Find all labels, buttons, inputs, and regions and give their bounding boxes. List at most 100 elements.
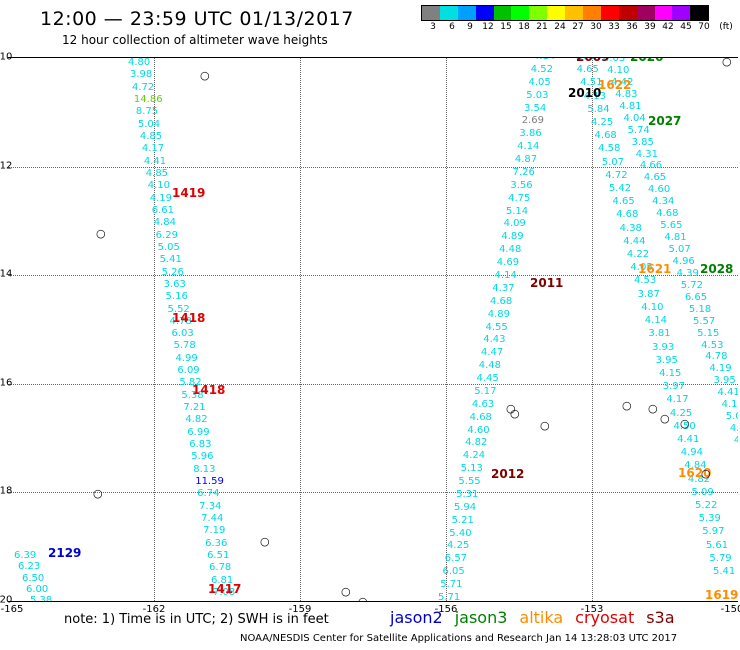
- swh-observation: 4.41: [677, 433, 700, 445]
- swh-observation: 5.61: [705, 539, 729, 551]
- pass-label: 2012: [491, 467, 525, 481]
- island-outline: ○: [510, 407, 520, 420]
- legend-swatch: [493, 6, 512, 20]
- legend-swatch: [547, 6, 566, 20]
- longitude-label: -150: [720, 604, 740, 615]
- swh-observation: 4.82: [687, 473, 711, 485]
- legend-swatch: [511, 6, 530, 20]
- swh-observation: 4.45: [476, 373, 499, 385]
- legend-swatch: [529, 6, 548, 20]
- swh-observation: 4.50: [673, 420, 696, 432]
- legend-swatch: [457, 6, 476, 20]
- legend-swatch: [690, 6, 709, 20]
- swh-observation: 4.62: [573, 58, 595, 62]
- satellite-jason3: jason3: [454, 608, 508, 627]
- swh-observation: 6.05: [442, 566, 465, 578]
- island-outline: ○: [200, 69, 210, 82]
- swh-observation: 5.52: [167, 303, 190, 315]
- swh-observation: 4.81: [619, 100, 642, 112]
- swh-observation: 5.94: [453, 501, 477, 513]
- swh-observation: 7.44: [201, 513, 224, 525]
- legend-swatch: [636, 6, 655, 20]
- swh-observation: 4.13: [583, 90, 607, 102]
- swh-observation: 7.21: [183, 402, 206, 414]
- swh-observation: 5.07: [668, 244, 691, 256]
- pass-label: 1619: [705, 588, 738, 602]
- swh-observation: 5.07: [601, 156, 624, 168]
- swh-observation: 6.00: [26, 583, 49, 595]
- swh-observation: 7.19: [203, 525, 226, 537]
- swh-observation: 4.19: [709, 363, 732, 375]
- legend-label: 18: [518, 22, 530, 32]
- swh-observation: 4.96: [672, 255, 695, 267]
- swh-observation: 5.26: [161, 266, 184, 278]
- swh-observation: 4.68: [616, 209, 639, 221]
- longitude-label: -159: [288, 604, 312, 615]
- swh-observation: 4.05: [528, 76, 551, 88]
- swh-observation: 4.84: [684, 460, 707, 472]
- swh-observation: 4.14: [494, 269, 517, 281]
- swh-observation: 4.85: [145, 167, 169, 179]
- swh-observation: 4.09: [503, 218, 526, 230]
- swh-observation: 8.75: [135, 106, 159, 118]
- swh-observation: 6.09: [177, 365, 200, 377]
- latitude-label: -20: [0, 594, 13, 606]
- swh-observation: 4.80: [128, 57, 151, 68]
- swh-observation: 3.98: [129, 69, 153, 81]
- swh-observation: 3.86: [519, 128, 542, 140]
- swh-observation: 4.84: [153, 217, 176, 229]
- swh-observation: 6.61: [151, 204, 174, 216]
- swh-observation: 4.41: [143, 155, 167, 167]
- swh-observation: 6.74: [197, 488, 220, 500]
- island-outline: ○: [680, 417, 690, 430]
- legend-swatch: [475, 6, 494, 20]
- island-outline: ○: [93, 487, 103, 500]
- swh-observation: 5.31: [456, 488, 479, 500]
- swh-observation: 4.05: [630, 262, 653, 274]
- swh-observation: 4.53: [701, 339, 724, 351]
- legend-label: 70: [698, 22, 710, 32]
- swh-observation: 4.58: [598, 143, 621, 155]
- swh-observation: 4.10: [147, 180, 171, 192]
- swh-observation: 6.51: [207, 550, 230, 562]
- swh-observation: 5.74: [627, 124, 650, 136]
- swh-observation: 4.22: [626, 249, 650, 261]
- legend-swatch: [565, 6, 584, 20]
- swh-observation: 3.81: [648, 328, 671, 340]
- meridian-line: [592, 58, 593, 601]
- pass-label: 1620: [678, 466, 712, 480]
- swh-observation: 7.34: [199, 500, 222, 512]
- legend-label: 27: [572, 22, 584, 32]
- swh-observation: 4.14: [644, 315, 668, 327]
- meridian-line: [446, 58, 447, 601]
- legend-label: 9: [467, 22, 473, 32]
- swh-observation: 3.85: [631, 136, 654, 148]
- swh-observation: 6.23: [18, 561, 41, 573]
- swh-observation: 4.03: [603, 57, 626, 64]
- swh-observation: 5.65: [660, 220, 683, 232]
- swh-observation: 4.42: [611, 76, 634, 88]
- swh-observation: 7.08: [213, 587, 236, 598]
- swh-observation: 6.83: [189, 439, 212, 451]
- swh-observation: 4.94: [680, 447, 703, 459]
- swh-observation: 4.52: [530, 63, 553, 75]
- swh-observation: 4.68: [490, 295, 513, 307]
- island-outline: ○: [96, 227, 106, 240]
- swh-observation: 4.89: [501, 231, 524, 243]
- legend-label: 15: [500, 22, 512, 32]
- legend-label: 33: [608, 22, 620, 32]
- footer-note: note: 1) Time is in UTC; 2) SWH is in fe…: [64, 612, 329, 627]
- swh-observation: 11.59: [195, 476, 224, 488]
- swh-observation: 4.60: [648, 184, 671, 196]
- swh-observation: 4.15: [659, 367, 682, 379]
- parallel-line: [8, 166, 738, 168]
- swh-observation: 3.95: [713, 375, 736, 387]
- swh-observation: 7.26: [512, 166, 535, 178]
- swh-observation: 4.37: [492, 282, 515, 294]
- swh-observation: 4.55: [485, 321, 508, 333]
- legend-swatch: [439, 6, 458, 20]
- swh-observation: 5.03: [526, 89, 549, 101]
- swh-observation: 5.84: [587, 103, 610, 115]
- legend-swatch: [422, 6, 440, 20]
- map-subtitle: 12 hour collection of altimeter wave hei…: [62, 33, 328, 47]
